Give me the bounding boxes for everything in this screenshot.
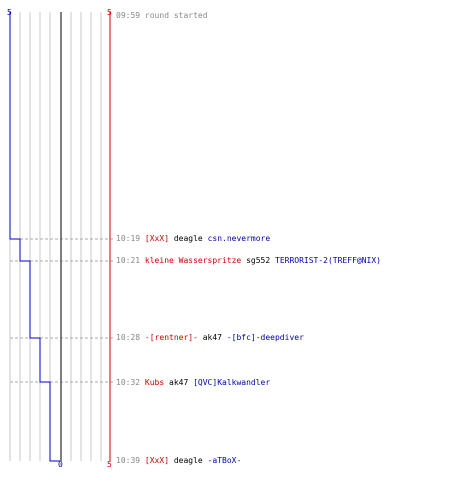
event-victim: csn.nevermore <box>207 234 271 243</box>
event-text: round started <box>144 11 208 20</box>
axis-bottom-right-label: 5 <box>107 460 112 469</box>
event-time: 10:39 <box>116 456 141 465</box>
event-time: 10:21 <box>116 256 141 265</box>
event-time: 10:28 <box>116 333 141 342</box>
event-weapon: sg552 <box>246 256 271 265</box>
event-time: 10:32 <box>116 378 141 387</box>
blue-team-alive-step-line <box>9 12 60 462</box>
grid-lines <box>9 12 102 461</box>
axis-top-left-label: 5 <box>7 8 12 17</box>
event-weapon: deagle <box>173 234 203 243</box>
event-weapon: ak47 <box>169 378 189 387</box>
event-row: 10:21 kleine Wasserspritze sg552 TERRORI… <box>116 256 381 266</box>
event-row: 10:32 Kubs ak47 [QVC]Kalkwandler <box>116 378 270 388</box>
event-weapon: deagle <box>173 456 203 465</box>
event-killer: kleine Wasserspritze <box>144 256 242 265</box>
event-victim: TERRORIST-2(TREFF@NIX) <box>275 256 381 265</box>
event-killer: -[rentner]- <box>144 333 198 342</box>
event-victim: [QVC]Kalkwandler <box>193 378 271 387</box>
event-time: 10:19 <box>116 234 141 243</box>
event-victim: -[bfc]-deepdiver <box>226 333 304 342</box>
axis-top-right-label: 5 <box>107 8 112 17</box>
event-killer: [XxX] <box>144 456 170 465</box>
event-row: 10:39 [XxX] deagle -aTBoX- <box>116 456 241 466</box>
axis-bottom-zero-label: 0 <box>58 460 63 469</box>
event-time: 09:59 <box>116 11 141 20</box>
event-killer: Kubs <box>144 378 165 387</box>
event-victim: -aTBoX- <box>207 456 242 465</box>
event-row: 10:28 -[rentner]- ak47 -[bfc]-deepdiver <box>116 333 304 343</box>
event-row: 09:59 round started <box>116 11 208 21</box>
event-row: 10:19 [XxX] deagle csn.nevermore <box>116 234 270 244</box>
event-weapon: ak47 <box>202 333 222 342</box>
event-killer: [XxX] <box>144 234 170 243</box>
